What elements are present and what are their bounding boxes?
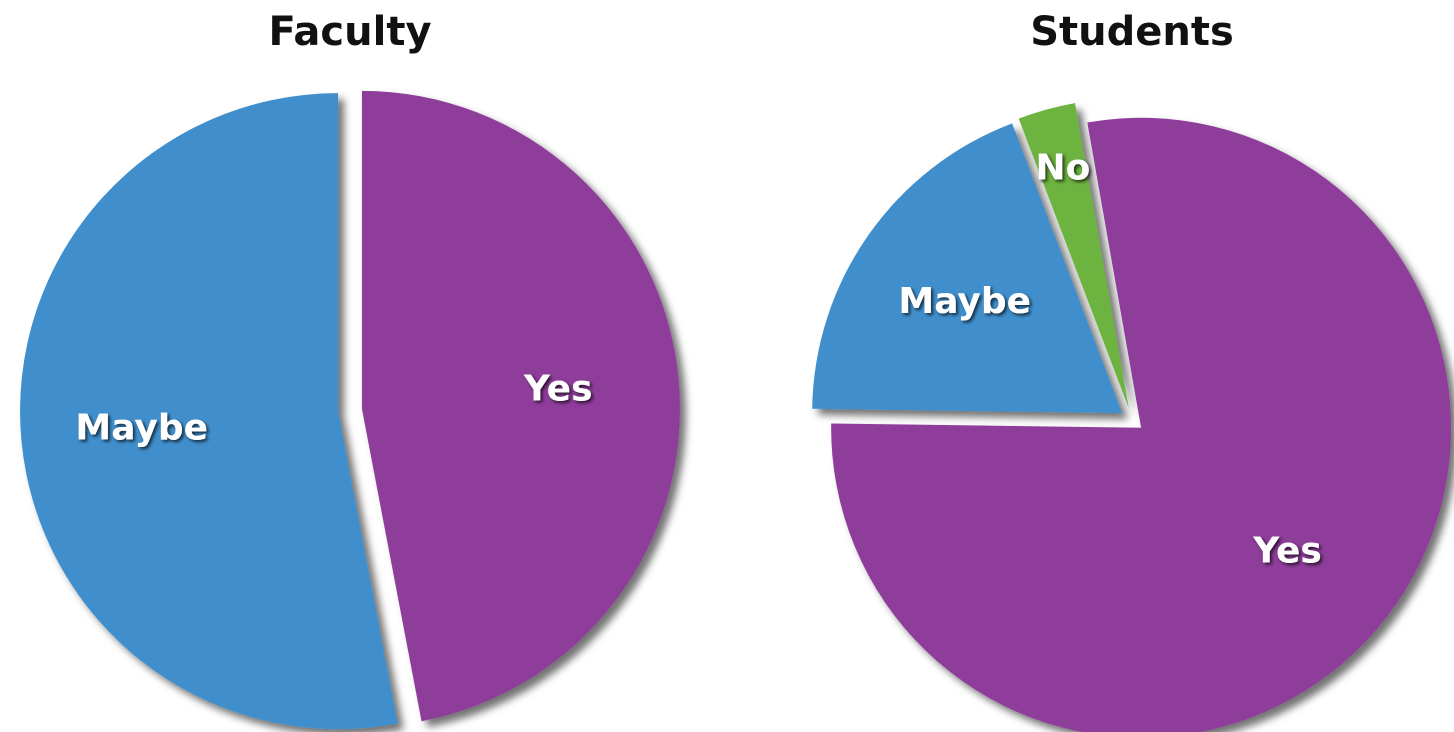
pie [20, 90, 680, 730]
pie [812, 103, 1452, 732]
pie-slice [361, 90, 680, 722]
pie-slice [831, 117, 1452, 732]
pie-slice [1018, 103, 1129, 409]
slice-label: No [1036, 147, 1091, 188]
slice-label: Yes [1252, 530, 1322, 571]
slice-label: Maybe [898, 281, 1031, 322]
slice-label: Maybe [75, 408, 208, 449]
chart-title: Faculty [268, 9, 431, 55]
slice-label: Yes [523, 368, 593, 409]
pie-slice [812, 123, 1123, 414]
chart-title: Students [1030, 9, 1234, 55]
pie-slice [20, 93, 398, 730]
